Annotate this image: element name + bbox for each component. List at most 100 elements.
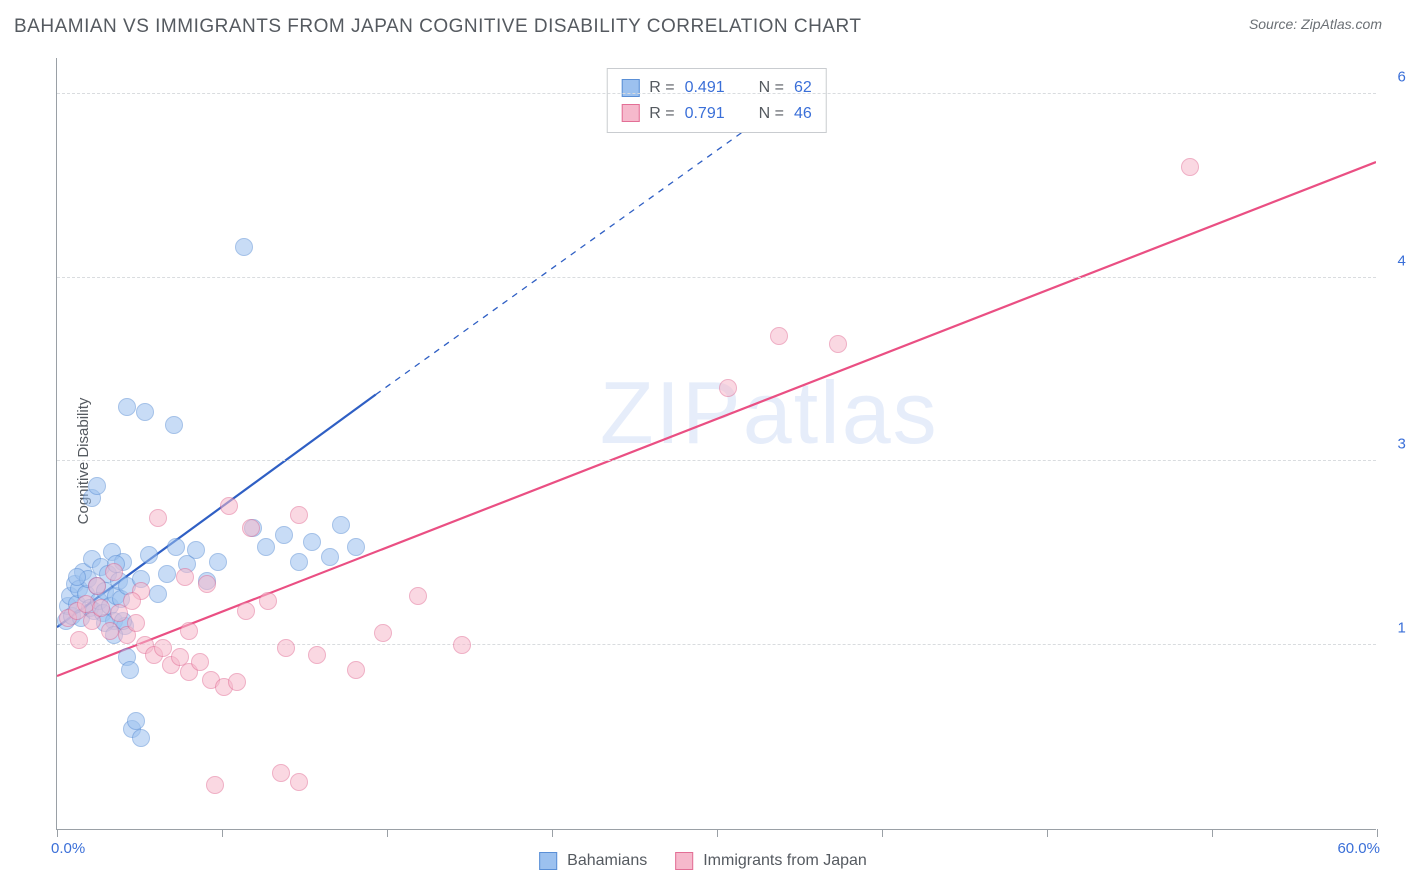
source-attribution: Source: ZipAtlas.com [1249,16,1382,32]
data-point [187,541,205,559]
data-point [165,416,183,434]
y-tick-label: 30.0% [1397,436,1406,453]
data-point [140,546,158,564]
data-point [275,526,293,544]
gridline [57,460,1376,461]
legend-stat-row: R = 0.491 N = 62 [621,75,812,101]
data-point [308,646,326,664]
data-point [88,577,106,595]
x-tick [552,829,553,837]
data-point [290,553,308,571]
data-point [829,335,847,353]
legend-swatch [621,79,639,97]
data-point [154,639,172,657]
source-name: ZipAtlas.com [1301,16,1382,32]
data-point [198,575,216,593]
data-point [719,379,737,397]
data-point [290,773,308,791]
data-point [374,624,392,642]
data-point [127,712,145,730]
y-tick-label: 60.0% [1397,68,1406,85]
data-point [105,563,123,581]
data-point [303,533,321,551]
chart-container: Cognitive Disability ZIPatlas R = 0.491N… [14,50,1392,872]
watermark-head: ZIP [600,363,743,462]
data-point [149,585,167,603]
x-tick [387,829,388,837]
watermark: ZIPatlas [600,362,939,464]
stat-r-value: 0.491 [685,75,725,101]
data-point [206,776,224,794]
trend-line-extrapolated [376,119,761,394]
data-point [237,602,255,620]
legend-label: Immigrants from Japan [703,852,867,870]
source-prefix: Source: [1249,16,1301,32]
trend-lines [57,58,1376,829]
y-tick-label: 15.0% [1397,620,1406,637]
x-tick [882,829,883,837]
x-tick [717,829,718,837]
data-point [235,238,253,256]
x-axis-origin-label: 0.0% [51,840,85,857]
stat-n-label: N = [759,75,784,101]
data-point [149,509,167,527]
legend-label: Bahamians [567,852,647,870]
data-point [136,403,154,421]
stat-r-label: R = [649,101,674,127]
data-point [101,622,119,640]
data-point [176,568,194,586]
data-point [242,519,260,537]
data-point [321,548,339,566]
x-tick [222,829,223,837]
data-point [132,729,150,747]
data-point [123,592,141,610]
x-tick [1047,829,1048,837]
legend-item: Immigrants from Japan [675,852,867,870]
stat-r-value: 0.791 [685,101,725,127]
data-point [121,661,139,679]
data-point [277,639,295,657]
data-point [127,614,145,632]
data-point [272,764,290,782]
data-point [257,538,275,556]
x-tick [1377,829,1378,837]
stat-n-value: 46 [794,101,812,127]
data-point [180,622,198,640]
x-tick [57,829,58,837]
trend-line [57,162,1376,676]
x-tick [1212,829,1213,837]
scatter-plot: ZIPatlas R = 0.491N = 62R = 0.791N = 46 … [56,58,1376,830]
x-axis-max-label: 60.0% [1337,840,1380,857]
legend-series: Bahamians Immigrants from Japan [539,852,867,870]
data-point [92,599,110,617]
data-point [347,661,365,679]
data-point [209,553,227,571]
data-point [158,565,176,583]
data-point [332,516,350,534]
data-point [191,653,209,671]
legend-swatch [621,104,639,122]
data-point [167,538,185,556]
watermark-tail: atlas [743,363,939,462]
stat-n-label: N = [759,101,784,127]
stat-r-label: R = [649,75,674,101]
data-point [70,631,88,649]
gridline [57,277,1376,278]
chart-title: BAHAMIAN VS IMMIGRANTS FROM JAPAN COGNIT… [14,16,861,38]
data-point [409,587,427,605]
data-point [770,327,788,345]
gridline [57,93,1376,94]
data-point [68,568,86,586]
y-tick-label: 45.0% [1397,252,1406,269]
data-point [220,497,238,515]
data-point [347,538,365,556]
data-point [259,592,277,610]
data-point [118,398,136,416]
legend-stat-row: R = 0.791 N = 46 [621,101,812,127]
data-point [88,477,106,495]
gridline [57,644,1376,645]
legend-swatch [675,852,693,870]
stat-n-value: 62 [794,75,812,101]
data-point [228,673,246,691]
legend-stats: R = 0.491 N = 62 R = 0.791 N = 46 [606,68,827,133]
